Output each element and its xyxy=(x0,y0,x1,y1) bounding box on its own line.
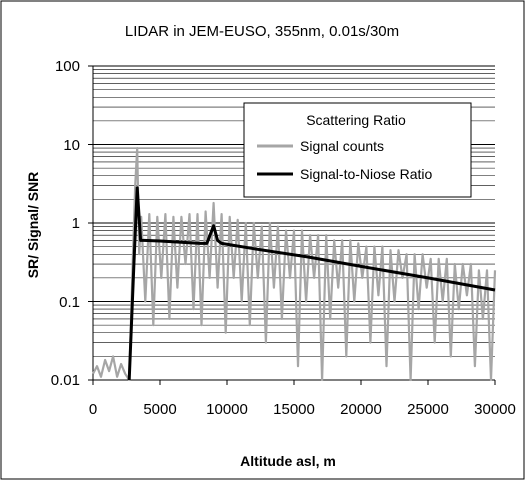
series-line-signal-counts xyxy=(92,147,497,382)
plot-area xyxy=(88,65,497,385)
x-tick-label: 0 xyxy=(89,401,97,418)
x-tick-label: 30000 xyxy=(474,401,516,418)
x-tick-label: 10000 xyxy=(206,401,248,418)
y-tick-label: 1 xyxy=(72,215,80,232)
legend-box xyxy=(243,102,472,198)
legend-label-snr: Signal-to-Niose Ratio xyxy=(300,166,432,182)
x-tick-labels: 0 5000 10000 15000 20000 25000 30000 xyxy=(89,401,516,418)
y-tick-labels: 0.01 0.1 1 10 100 xyxy=(51,58,80,389)
y-axis-label: SR/ Signal/ SNR xyxy=(25,172,41,279)
legend: Scattering Ratio Signal counts Signal-to… xyxy=(243,102,472,198)
y-tick-label: 100 xyxy=(55,58,80,75)
y-tick-label: 0.1 xyxy=(59,294,80,311)
chart-title: LIDAR in JEM-EUSO, 355nm, 0.01s/30m xyxy=(125,23,399,40)
y-tick-label: 0.01 xyxy=(51,372,80,389)
x-tick-label: 15000 xyxy=(273,401,315,418)
legend-label-signal-counts: Signal counts xyxy=(300,138,384,154)
series-line-snr xyxy=(127,186,496,381)
x-tick-label: 25000 xyxy=(407,401,449,418)
x-tick-label: 5000 xyxy=(143,401,176,418)
x-tick-label: 20000 xyxy=(340,401,382,418)
legend-label-scattering-ratio: Scattering Ratio xyxy=(306,112,406,128)
x-axis-label: Altitude asl, m xyxy=(240,453,336,469)
y-tick-label: 10 xyxy=(63,137,80,154)
